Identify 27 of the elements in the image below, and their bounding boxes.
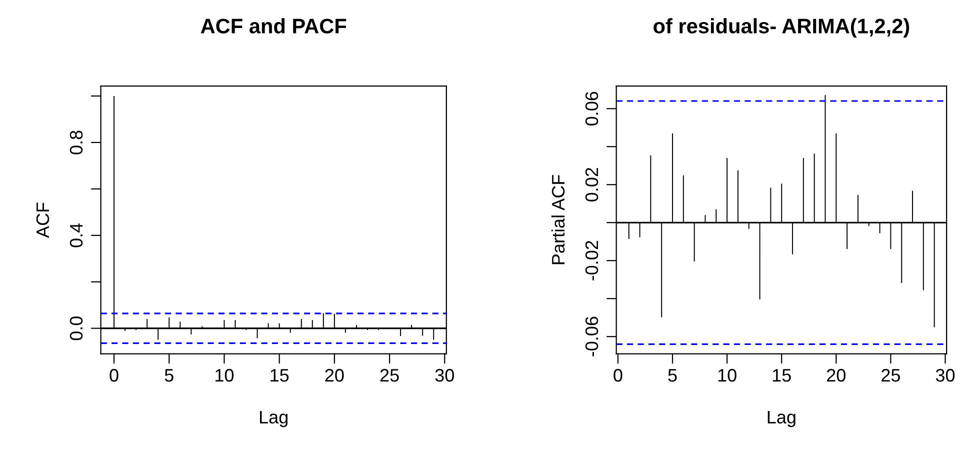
y-tick-label: 0.06 xyxy=(585,92,598,126)
x-tick-label: 5 xyxy=(668,369,677,382)
x-tick-label: 20 xyxy=(325,368,344,382)
x-tick-label: 30 xyxy=(435,368,454,382)
y-tick-label: -0.02 xyxy=(585,240,598,280)
chart-title: of residuals- ARIMA(1,2,2) xyxy=(654,18,910,38)
y-tick-label: 0.0 xyxy=(70,316,83,340)
x-tick-label: 25 xyxy=(380,368,399,382)
y-tick-label: 0.02 xyxy=(585,168,598,202)
y-tick-label: -0.06 xyxy=(585,316,598,356)
x-tick-label: 10 xyxy=(718,368,736,382)
x-tick-label: 25 xyxy=(882,368,900,382)
y-tick-label: 0.4 xyxy=(70,223,83,248)
y-tick-label: 0.8 xyxy=(70,130,83,154)
chart-title: ACF and PACF xyxy=(200,18,346,34)
y-axis-title: Partial ACF xyxy=(551,175,565,264)
x-tick-label: 30 xyxy=(936,368,955,382)
x-tick-label: 10 xyxy=(216,368,234,382)
x-tick-label: 0 xyxy=(614,368,622,382)
x-axis-title: Lag xyxy=(768,410,796,428)
x-tick-label: 5 xyxy=(164,369,174,382)
x-tick-label: 0 xyxy=(110,368,118,382)
x-axis-title: Lag xyxy=(260,410,288,428)
x-tick-label: 20 xyxy=(827,368,846,382)
y-axis-title: ACF xyxy=(36,202,50,238)
x-tick-label: 15 xyxy=(270,369,289,382)
x-tick-label: 15 xyxy=(772,369,791,382)
